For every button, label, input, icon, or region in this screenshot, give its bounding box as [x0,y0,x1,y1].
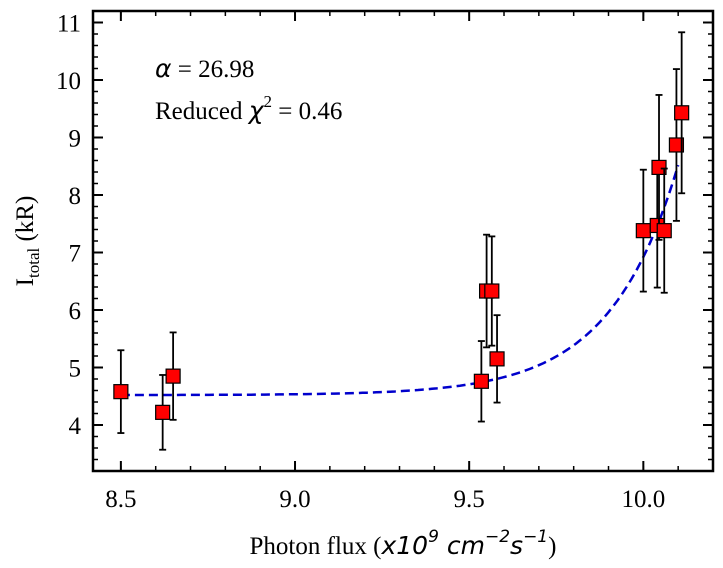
x-tick-label: 9.0 [279,486,310,513]
data-point [635,168,651,293]
fit-curve [120,164,680,397]
x-tick-label: 9.5 [454,486,485,513]
x-title-exp2: −2 [485,527,510,547]
y-tick-label: 7 [69,241,82,268]
data-point [674,31,690,195]
y-title-main: I [12,278,39,286]
y-title-sub: total [24,247,43,277]
data-marker [656,223,672,239]
alpha-symbol: α [155,54,172,83]
y-title-rest: (kR) [12,196,39,248]
chi-annotation: Reduced χ2 = 0.46 [155,92,342,125]
x-axis-title: Photon flux (x109 cm−2s−1) [250,527,557,560]
y-tick-label: 8 [69,183,82,210]
y-tick-label: 11 [57,11,81,38]
data-marker [489,351,505,367]
x-title-exp3: −1 [523,527,548,547]
x-tick-label: 10.0 [621,486,665,513]
data-marker [113,384,129,400]
data-point [668,68,685,222]
data-marker [484,283,500,299]
alpha-value: = 26.98 [171,56,254,83]
chi-value: = 0.46 [272,98,342,125]
x-title-close: ) [548,533,556,560]
y-axis-title: Itotal (kR) [12,196,43,287]
data-marker [155,404,171,420]
x-title-s: s [510,531,523,560]
x-title-cm: cm [439,531,485,560]
y-tick-label: 6 [69,298,82,325]
y-tick-label: 4 [69,413,82,440]
x-title-base: x10 [380,531,428,560]
alpha-annotation: α = 26.98 [155,54,254,83]
points-layer [113,31,690,451]
data-point [484,235,500,347]
chi-symbol: χ [247,96,265,125]
data-marker [165,368,181,384]
x-tick-label: 8.5 [105,486,136,513]
data-point [651,94,667,241]
data-point [113,349,129,434]
data-point [165,331,181,421]
data-point [155,374,171,451]
y-tick-label: 10 [56,68,81,95]
data-marker [651,159,667,175]
y-tick-label: 9 [69,126,82,153]
data-point [489,314,505,404]
x-title-exp1: 9 [428,527,439,547]
data-point [473,340,489,423]
tick-labels-layer: 8.5 9.0 9.5 10.0 4 5 6 7 8 9 10 11 [56,11,665,514]
chi-prefix: Reduced [155,98,249,125]
fit-layer [120,164,680,397]
data-marker [635,223,651,239]
y-tick-label: 5 [69,356,82,383]
x-title-main: Photon flux ( [250,533,382,560]
ticks-layer [93,10,714,472]
data-marker [473,373,489,389]
data-marker [674,105,690,121]
data-marker [668,137,685,153]
chi-exponent: 2 [264,92,273,111]
data-point [656,167,672,294]
